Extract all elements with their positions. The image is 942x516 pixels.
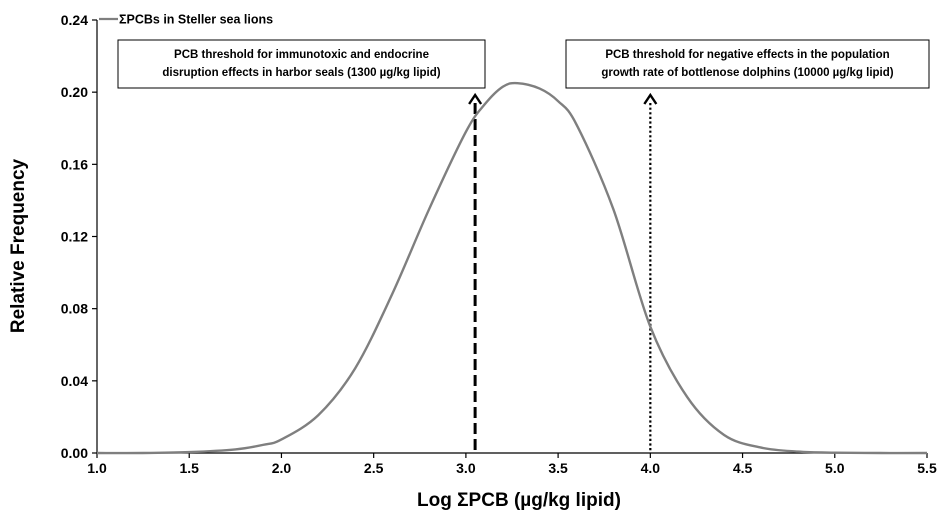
- annotation-text: PCB threshold for immunotoxic and endocr…: [174, 49, 429, 61]
- x-tick-label: 3.0: [456, 460, 476, 476]
- threshold-annotation: PCB threshold for immunotoxic and endocr…: [117, 39, 486, 453]
- threshold-arrowhead: [468, 92, 483, 105]
- annotation-box: [117, 39, 486, 89]
- y-tick-label: 0.04: [61, 373, 88, 389]
- y-axis-title: Relative Frequency: [8, 158, 29, 333]
- y-tick-label: 0.00: [61, 445, 88, 461]
- y-tick-label: 0.20: [61, 84, 88, 100]
- y-tick-label: 0.12: [61, 229, 88, 245]
- y-tick-label: 0.16: [61, 156, 88, 172]
- y-tick-label: 0.24: [61, 12, 88, 28]
- annotations: PCB threshold for immunotoxic and endocr…: [117, 39, 930, 453]
- annotation-text: PCB threshold for negative effects in th…: [605, 49, 889, 61]
- axes: 0.00 0.04 0.08 0.12 0.16 0.20 0.24 1.0 1.5 2.0 2.…: [61, 12, 937, 476]
- legend: ΣPCBs in Steller sea lions: [99, 13, 273, 27]
- series-line-steller-sea-lions: [96, 81, 928, 455]
- x-tick-label: 4.0: [641, 460, 661, 476]
- x-axis-title: Log ΣPCB (µg/kg lipid): [417, 490, 621, 511]
- y-ticks: 0.00 0.04 0.08 0.12 0.16 0.20 0.24: [61, 12, 97, 461]
- legend-label: ΣPCBs in Steller sea lions: [119, 13, 273, 27]
- x-tick-label: 3.5: [548, 460, 568, 476]
- x-tick-label: 5.0: [825, 460, 845, 476]
- x-tick-label: 5.5: [917, 460, 937, 476]
- x-ticks: 1.0 1.5 2.0 2.5 3.0 3.5 4.0 4.5 5.0 5.5: [87, 453, 937, 476]
- annotation-text: growth rate of bottlenose dolphins (1000…: [601, 67, 893, 79]
- x-tick-label: 2.0: [272, 460, 292, 476]
- x-tick-label: 2.5: [364, 460, 384, 476]
- x-tick-label: 1.5: [179, 460, 199, 476]
- annotation-text: disruption effects in harbor seals (1300…: [162, 67, 440, 79]
- annotation-box: [565, 39, 930, 89]
- threshold-arrowhead: [643, 92, 658, 105]
- x-tick-label: 4.5: [733, 460, 753, 476]
- threshold-annotation: PCB threshold for negative effects in th…: [565, 39, 930, 453]
- y-tick-label: 0.08: [61, 301, 88, 317]
- x-tick-label: 1.0: [87, 460, 107, 476]
